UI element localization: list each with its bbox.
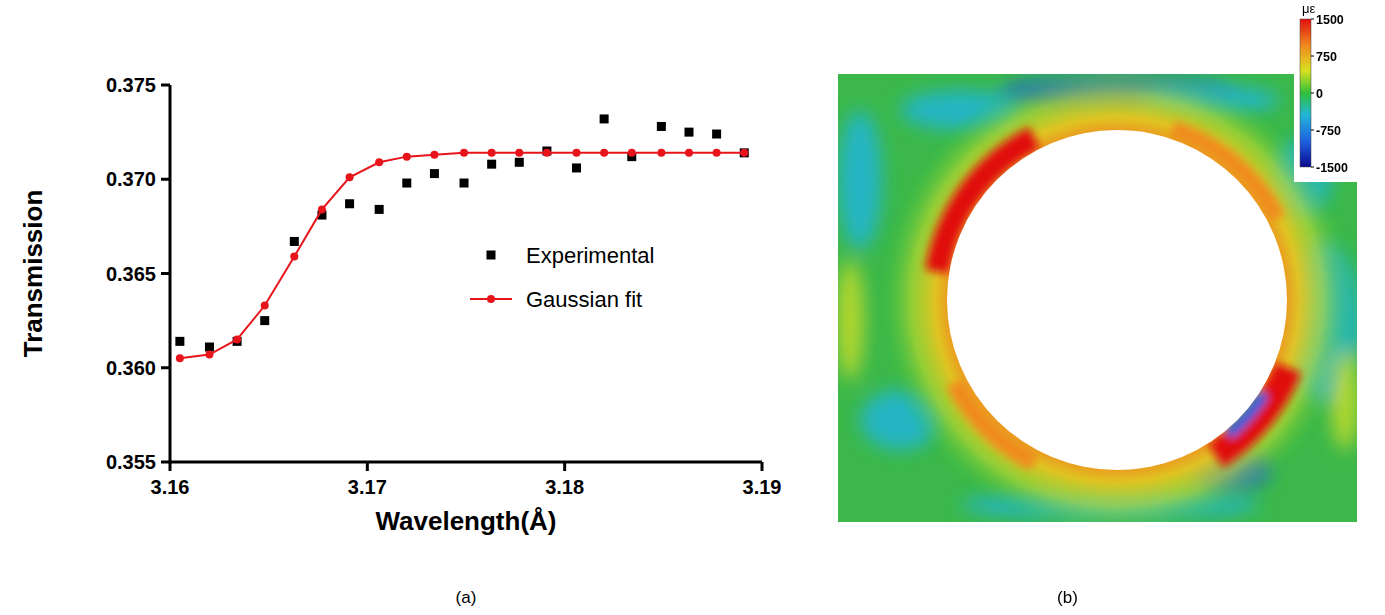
- strain-ring: [877, 74, 1357, 522]
- colorbar-title: με: [1302, 1, 1315, 16]
- colorbar-tick-label: 0: [1316, 87, 1323, 101]
- panel-caption: (a): [456, 588, 477, 607]
- legend-item: Gaussian fit: [470, 287, 642, 312]
- fit-point: [685, 149, 693, 157]
- fit-point: [346, 173, 354, 181]
- colorbar-tick: [1311, 93, 1314, 94]
- data-point: [460, 179, 469, 188]
- colorbar-tick: [1311, 130, 1314, 131]
- data-point: [430, 169, 439, 178]
- x-axis-title: Wavelength(Å): [375, 506, 556, 536]
- fit-point: [290, 253, 298, 261]
- data-point: [515, 158, 524, 167]
- data-point: [260, 316, 269, 325]
- fit-point: [628, 149, 636, 157]
- data-point: [712, 130, 721, 139]
- fit-point: [460, 149, 468, 157]
- x-tick: [761, 462, 764, 471]
- colorbar-tick: [1311, 19, 1314, 20]
- plot-area: [175, 114, 748, 362]
- colorbar-tick: [1311, 167, 1314, 168]
- fit-point: [375, 158, 383, 166]
- colorbar-tick: [1311, 56, 1314, 57]
- legend: Experimental Gaussian fit: [470, 243, 654, 312]
- strain-map: [838, 74, 1357, 522]
- x-tick-label: 3.17: [348, 476, 387, 498]
- colorbar: [1300, 19, 1311, 167]
- figure: 0.355 0.360 0.365 0.370 0.375 3.16 3.17 3.18 3.1…: [0, 0, 1385, 615]
- colorbar-tick-label: 750: [1316, 50, 1337, 64]
- fit-point: [233, 335, 241, 343]
- y-tick-label: 0.365: [106, 263, 156, 285]
- fit-point: [261, 302, 269, 310]
- fit-point: [430, 151, 438, 159]
- legend-label: Experimental: [526, 243, 654, 268]
- x-tick: [563, 462, 566, 471]
- legend-label: Gaussian fit: [526, 287, 642, 312]
- x-tick-label: 3.19: [743, 476, 782, 498]
- y-tick: [161, 272, 170, 275]
- y-tick-label: 0.360: [106, 357, 156, 379]
- y-tick-label: 0.375: [106, 74, 156, 96]
- colorbar-background: [1294, 0, 1385, 182]
- y-tick: [161, 366, 170, 369]
- legend-marker: [487, 251, 496, 260]
- fit-point: [176, 354, 184, 362]
- data-point: [402, 179, 411, 188]
- data-point: [375, 205, 384, 214]
- colorbar-tick-label: -750: [1316, 124, 1341, 138]
- x-tick-label: 3.16: [151, 476, 190, 498]
- fit-point: [740, 149, 748, 157]
- x-tick: [366, 462, 369, 471]
- y-tick-label: 0.355: [106, 451, 156, 473]
- panel-a: 0.355 0.360 0.365 0.370 0.375 3.16 3.17 3.18 3.1…: [18, 74, 781, 607]
- panel-caption: (b): [1057, 588, 1078, 607]
- data-point: [345, 199, 354, 208]
- data-point: [487, 160, 496, 169]
- hole: [947, 130, 1287, 470]
- fit-point: [515, 149, 523, 157]
- fit-line: [180, 153, 744, 358]
- fit-point: [488, 149, 496, 157]
- data-point: [657, 122, 666, 131]
- y-axis-title: Transmission: [18, 190, 48, 358]
- fit-point: [573, 149, 581, 157]
- data-point: [205, 343, 214, 352]
- data-point: [175, 337, 184, 346]
- fit-point: [713, 149, 721, 157]
- data-point: [572, 163, 581, 172]
- fit-point: [205, 351, 213, 359]
- fit-point: [318, 205, 326, 213]
- fit-point: [403, 153, 411, 161]
- colorbar-tick-label: -1500: [1316, 161, 1348, 175]
- x-tick-label: 3.18: [545, 476, 584, 498]
- y-tick: [161, 84, 170, 87]
- map-blob: [838, 110, 882, 250]
- data-point: [740, 148, 749, 157]
- y-tick: [161, 178, 170, 181]
- panel-b: με1500 750 0 -750 -1500 (b): [836, 0, 1385, 607]
- map-blob: [838, 260, 864, 380]
- data-point: [684, 128, 693, 137]
- data-point: [290, 237, 299, 246]
- x-axis: [169, 461, 763, 464]
- fit-point: [543, 149, 551, 157]
- fit-point: [600, 149, 608, 157]
- legend-marker: [487, 295, 495, 303]
- fit-point: [657, 149, 665, 157]
- data-point: [600, 114, 609, 123]
- legend-item: Experimental: [487, 243, 655, 268]
- x-tick: [169, 462, 172, 471]
- y-tick-label: 0.370: [106, 168, 156, 190]
- colorbar-tick-label: 1500: [1316, 13, 1344, 27]
